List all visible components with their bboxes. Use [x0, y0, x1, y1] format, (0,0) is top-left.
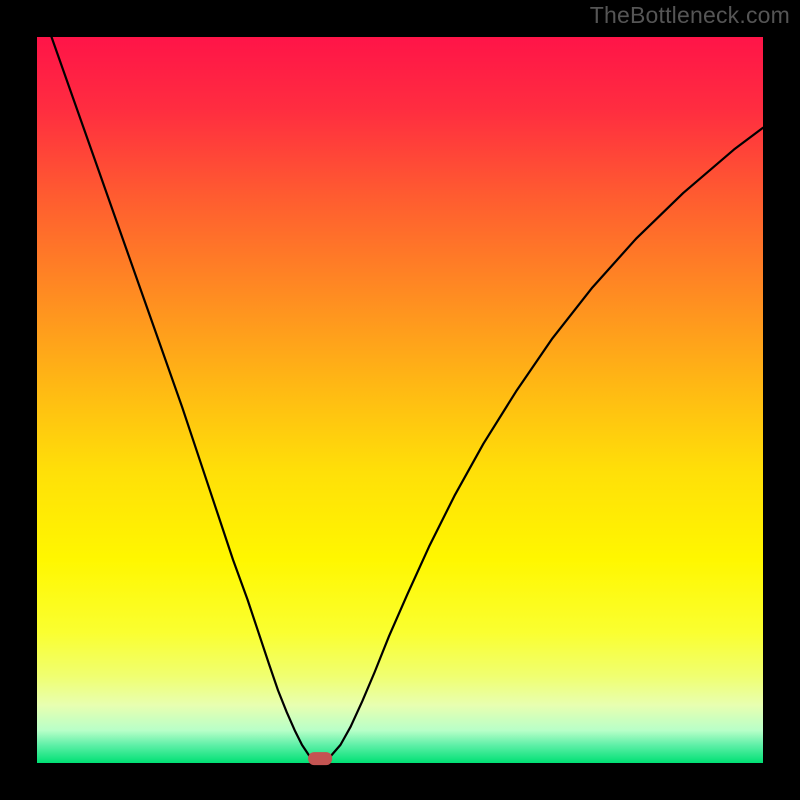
- bottleneck-chart: [0, 0, 800, 800]
- chart-frame: TheBottleneck.com: [0, 0, 800, 800]
- watermark-text: TheBottleneck.com: [590, 2, 790, 29]
- optimum-marker: [308, 752, 332, 765]
- chart-gradient-bg: [37, 37, 763, 763]
